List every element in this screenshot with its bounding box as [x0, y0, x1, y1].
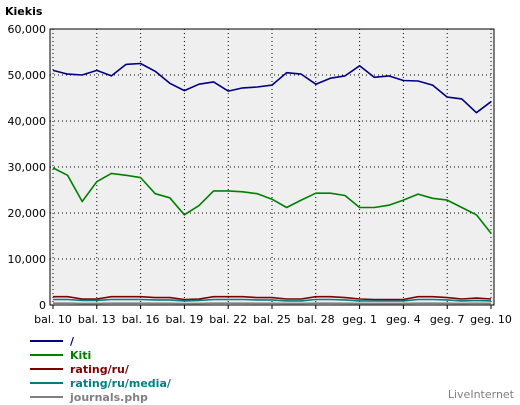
y-tick-label: 60,000 [8, 23, 47, 36]
legend-label: Kiti [70, 349, 91, 362]
axes [49, 28, 495, 306]
series-line-kiti [52, 167, 492, 234]
x-tick-label: bal. 19 [166, 313, 204, 326]
y-tick-label: 30,000 [8, 161, 47, 174]
plot-area [50, 29, 494, 305]
series-line-rating-ru [53, 295, 492, 301]
legend-label: journals.php [69, 391, 148, 404]
x-tick-label: geg. 4 [386, 313, 421, 326]
legend-label: rating/ru/ [70, 363, 130, 376]
legend-label: / [70, 335, 75, 348]
series-line-root [52, 62, 492, 114]
x-tick-label: geg. 7 [430, 313, 465, 326]
x-tick-label: bal. 22 [209, 313, 247, 326]
liveinternet-brand: LiveInternet [448, 388, 515, 401]
y-tick-label: 10,000 [8, 253, 47, 266]
series-line-rating-ru-media [53, 298, 492, 302]
x-tick-label: bal. 25 [253, 313, 291, 326]
y-axis-tick-labels: 0 10,000 20,000 30,000 40,000 50,000 60,000 [8, 23, 47, 312]
x-tick-label: bal. 28 [297, 313, 335, 326]
x-tick-label: geg. 1 [342, 313, 377, 326]
y-tick-label: 40,000 [8, 115, 47, 128]
plot-border [49, 28, 495, 306]
x-tick-label: bal. 13 [78, 313, 116, 326]
x-tick-label: bal. 16 [122, 313, 160, 326]
x-tick-label: bal. 10 [34, 313, 72, 326]
y-tick-label: 20,000 [8, 207, 47, 220]
chart-title: Kiekis [5, 5, 43, 18]
series-lines [52, 62, 492, 305]
x-tick-label: geg. 10 [470, 313, 512, 326]
legend-label: rating/ru/media/ [70, 377, 172, 390]
y-tick-label: 50,000 [8, 69, 47, 82]
y-tick-label: 0 [39, 299, 46, 312]
grid-lines [50, 29, 494, 309]
x-axis-tick-labels: bal. 10 bal. 13 bal. 16 bal. 19 bal. 22 bal. … [34, 313, 512, 326]
legend: /Kitirating/ru/rating/ru/media/journals.… [30, 335, 172, 404]
